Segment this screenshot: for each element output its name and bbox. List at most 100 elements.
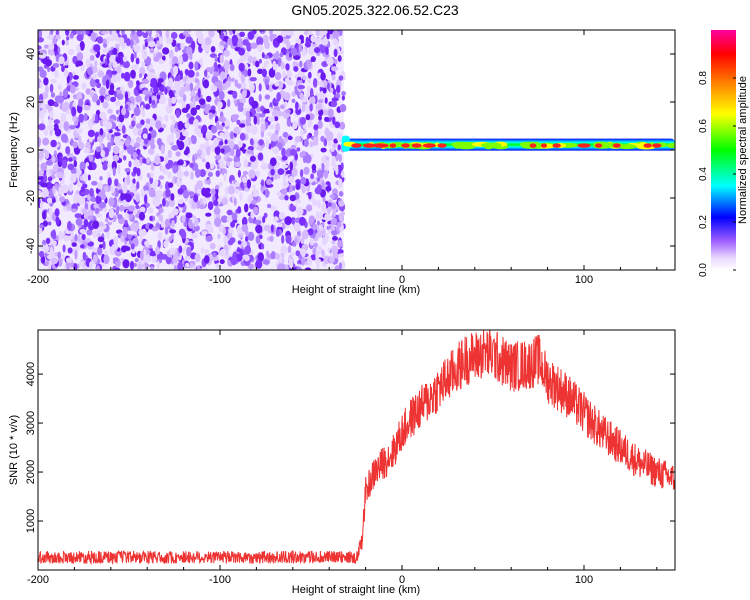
noise-blob (210, 125, 218, 134)
noise-blob (252, 184, 256, 190)
noise-blob (83, 147, 90, 154)
snr-x-tick-label: 0 (399, 574, 405, 586)
noise-blob (269, 106, 272, 112)
noise-blob (183, 170, 190, 177)
noise-blob (258, 59, 262, 64)
noise-blob (289, 148, 298, 156)
noise-blob (70, 84, 76, 94)
noise-blob (131, 30, 136, 36)
noise-blob (205, 131, 213, 140)
noise-blob (294, 238, 298, 243)
noise-blob (38, 59, 41, 66)
noise-blob (168, 236, 173, 242)
noise-blob (136, 148, 141, 155)
noise-blob (49, 110, 54, 120)
noise-blob (181, 215, 187, 223)
noise-blob (92, 220, 100, 230)
noise-blob (260, 179, 265, 187)
snr-data-point (474, 356, 475, 357)
noise-blob (206, 95, 212, 103)
noise-blob (140, 83, 145, 89)
noise-blob (44, 252, 48, 258)
noise-blob (159, 207, 164, 214)
noise-blob (110, 136, 114, 147)
noise-blob (219, 71, 226, 81)
noise-blob (115, 207, 119, 216)
noise-blob (281, 234, 285, 244)
noise-blob (278, 135, 283, 143)
noise-blob (180, 42, 185, 50)
noise-blob (336, 132, 343, 143)
snr-x-axis-label: Height of straight line (km) (292, 584, 420, 596)
noise-blob (242, 241, 247, 248)
noise-blob (115, 72, 122, 82)
noise-blob (268, 68, 276, 78)
snr-data-point (538, 359, 539, 360)
noise-blob (299, 60, 303, 68)
signal-highlight (666, 143, 675, 148)
noise-blob (111, 70, 118, 75)
noise-blob (94, 113, 99, 124)
signal-peak (401, 143, 410, 148)
signal-peak (577, 143, 591, 148)
noise-blob (227, 244, 231, 251)
noise-blob (336, 84, 341, 94)
noise-blob (129, 260, 135, 270)
noise-blob (237, 240, 242, 245)
noise-blob (165, 30, 170, 39)
noise-blob (317, 220, 320, 226)
snr-data-point (383, 462, 384, 463)
snr-data-point (420, 408, 421, 409)
noise-blob (79, 161, 86, 171)
noise-blob (138, 211, 146, 221)
noise-blob (54, 183, 59, 190)
noise-blob (200, 247, 205, 254)
noise-blob (300, 128, 304, 139)
noise-blob (204, 69, 208, 78)
noise-blob (114, 43, 120, 48)
noise-blob (234, 161, 241, 168)
noise-blob (85, 30, 90, 36)
noise-blob (255, 60, 260, 68)
noise-blob (195, 84, 199, 92)
noise-blob (320, 147, 327, 153)
noise-blob (276, 35, 284, 44)
noise-blob (237, 105, 244, 112)
noise-blob (185, 262, 190, 268)
noise-blob (167, 134, 174, 144)
noise-blob (133, 262, 137, 267)
noise-blob (158, 175, 165, 180)
noise-blob (74, 249, 78, 260)
noise-blob (185, 103, 191, 111)
noise-blob (95, 213, 102, 218)
noise-blob (223, 35, 229, 41)
noise-blob (44, 150, 50, 159)
noise-blob (130, 69, 136, 79)
noise-blob (144, 240, 150, 247)
noise-blob (190, 171, 194, 181)
noise-blob (92, 161, 96, 171)
signal-highlight (617, 144, 637, 150)
noise-blob (214, 155, 222, 160)
noise-blob (137, 263, 143, 270)
noise-blob (72, 141, 78, 149)
noise-blob (97, 70, 105, 78)
noise-blob (285, 109, 291, 114)
noise-blob (297, 259, 303, 266)
noise-blob (223, 236, 229, 244)
noise-blob (232, 30, 236, 35)
noise-blob (140, 188, 145, 197)
noise-blob (204, 107, 210, 115)
snr-y-tick-label: 4000 (25, 362, 37, 386)
noise-blob (124, 168, 131, 172)
noise-blob (192, 97, 196, 108)
noise-blob (81, 82, 87, 90)
noise-blob (146, 172, 151, 178)
noise-blob (219, 259, 225, 265)
noise-blob (282, 180, 290, 188)
noise-blob (131, 120, 136, 127)
noise-blob (59, 154, 63, 163)
noise-blob (96, 146, 101, 153)
noise-blob (326, 32, 330, 40)
noise-blob (117, 164, 121, 174)
